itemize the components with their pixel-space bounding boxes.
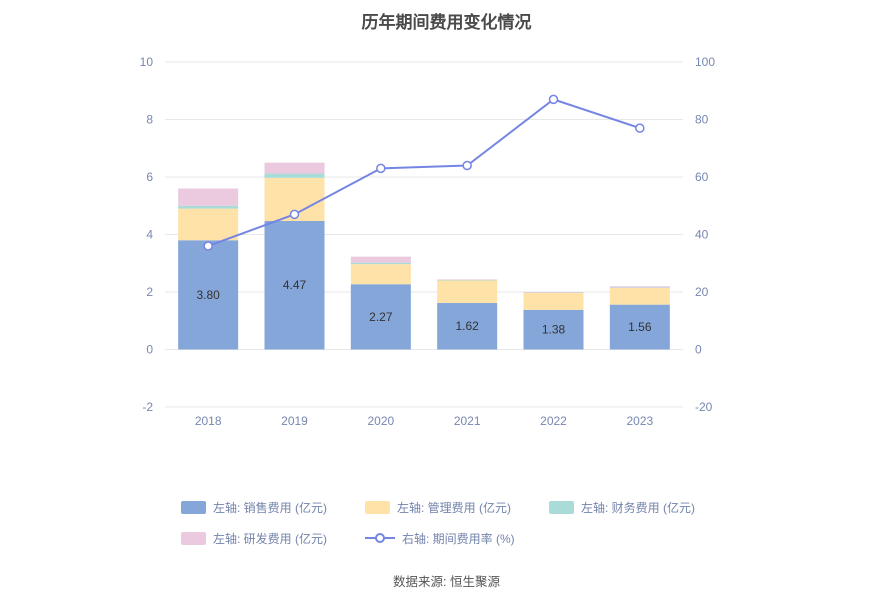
x-axis-label: 2022 [540, 414, 567, 428]
bar-segment-series0-2022 [523, 309, 584, 350]
legend-label-expense-ratio: 右轴: 期间费用率 (%) [402, 532, 515, 546]
bar-segment-series1-2022 [523, 292, 584, 310]
legend-label-finance: 左轴: 财务费用 (亿元) [581, 501, 695, 515]
bar-segment-series3-2019 [264, 162, 325, 174]
legend-swatch-finance [549, 501, 574, 514]
legend-item-admin-expense[interactable]: 左轴: 管理费用 (亿元) [365, 499, 549, 516]
x-axis-label: 2019 [281, 414, 308, 428]
left-axis-tick-label: -2 [142, 400, 153, 414]
line-marker [289, 209, 300, 220]
right-axis-tick-label: 100 [695, 55, 715, 69]
line-marker [462, 160, 472, 171]
left-axis-tick-label: 2 [146, 285, 153, 299]
bar-segment-series0-2023 [609, 304, 670, 350]
bar-segment-series2-2022 [523, 292, 584, 293]
bar-segment-series2-2019 [264, 173, 325, 178]
left-axis-tick-label: 4 [146, 228, 153, 242]
chart-title: 历年期间费用变化情况 [361, 13, 532, 32]
bar-segment-series3-2018 [178, 188, 239, 206]
x-axis-label: 2020 [367, 414, 394, 428]
x-axis-label: 2023 [626, 414, 653, 428]
left-axis-tick-label: 10 [140, 55, 154, 69]
bar-value-label: 1.62 [455, 319, 479, 333]
bar-segment-series0-2018 [178, 240, 239, 350]
legend-swatch-rd [181, 532, 206, 545]
bar-value-label: 2.27 [369, 310, 393, 324]
data-source: 数据来源: 恒生聚源 [393, 575, 500, 589]
bar-segment-series0-2021 [437, 302, 498, 350]
bar-segment-series0-2020 [350, 284, 411, 350]
bar-value-label: 3.80 [196, 288, 220, 302]
bar-value-label: 1.56 [628, 320, 652, 334]
legend-item-sales-expense[interactable]: 左轴: 销售费用 (亿元) [181, 499, 365, 516]
right-axis-tick-label: 60 [695, 170, 709, 184]
line-marker [376, 163, 386, 174]
bar-segment-series0-2019 [264, 220, 325, 350]
bar-segment-series2-2018 [178, 205, 239, 209]
legend: 左轴: 销售费用 (亿元) 左轴: 管理费用 (亿元) 左轴: 财务费用 (亿元… [181, 492, 733, 554]
bar-segment-series2-2020 [350, 262, 411, 265]
line-legend-symbol-icon [365, 532, 395, 545]
bar-value-label: 4.47 [283, 278, 307, 292]
legend-item-rd-expense[interactable]: 左轴: 研发费用 (亿元) [181, 530, 365, 547]
right-axis-tick-label: 40 [695, 228, 709, 242]
left-axis-tick-label: 0 [146, 343, 153, 357]
left-axis-tick-label: 8 [146, 113, 153, 127]
expense-ratio-line [207, 98, 641, 247]
right-axis-tick-label: 80 [695, 113, 709, 127]
x-axis-label: 2018 [195, 414, 222, 428]
bar-segment-series2-2023 [609, 287, 670, 288]
bar-segment-series2-2021 [437, 279, 498, 281]
legend-label-sales: 左轴: 销售费用 (亿元) [213, 501, 327, 515]
line-marker [635, 123, 645, 133]
bar-segment-series1-2021 [437, 280, 498, 303]
legend-row-2: 左轴: 研发费用 (亿元) 右轴: 期间费用率 (%) [181, 523, 733, 554]
legend-row-1: 左轴: 销售费用 (亿元) 左轴: 管理费用 (亿元) 左轴: 财务费用 (亿元… [181, 492, 733, 523]
bar-value-label: 1.38 [542, 323, 566, 337]
bar-segment-series1-2023 [609, 287, 670, 305]
legend-item-finance-expense[interactable]: 左轴: 财务费用 (亿元) [549, 499, 733, 516]
legend-swatch-admin [365, 501, 390, 514]
bar-segment-series3-2021 [437, 279, 498, 280]
x-axis-label: 2021 [454, 414, 481, 428]
bar-segment-series3-2023 [609, 286, 670, 288]
bar-segment-series1-2020 [350, 264, 411, 285]
line-marker [548, 94, 559, 105]
bar-segment-series3-2022 [523, 292, 584, 293]
legend-item-expense-ratio[interactable]: 右轴: 期间费用率 (%) [365, 530, 549, 547]
right-axis-tick-label: -20 [695, 400, 713, 414]
bar-segment-series1-2018 [178, 208, 239, 241]
legend-label-rd: 左轴: 研发费用 (亿元) [213, 532, 327, 546]
right-axis-tick-label: 20 [695, 285, 709, 299]
legend-label-admin: 左轴: 管理费用 (亿元) [397, 501, 511, 515]
line-marker [203, 241, 213, 251]
left-axis-tick-label: 6 [146, 170, 153, 184]
bar-segment-series3-2020 [350, 256, 411, 263]
legend-swatch-sales [181, 501, 206, 514]
right-axis-tick-label: 0 [695, 343, 702, 357]
line-symbol-marker [375, 533, 385, 543]
